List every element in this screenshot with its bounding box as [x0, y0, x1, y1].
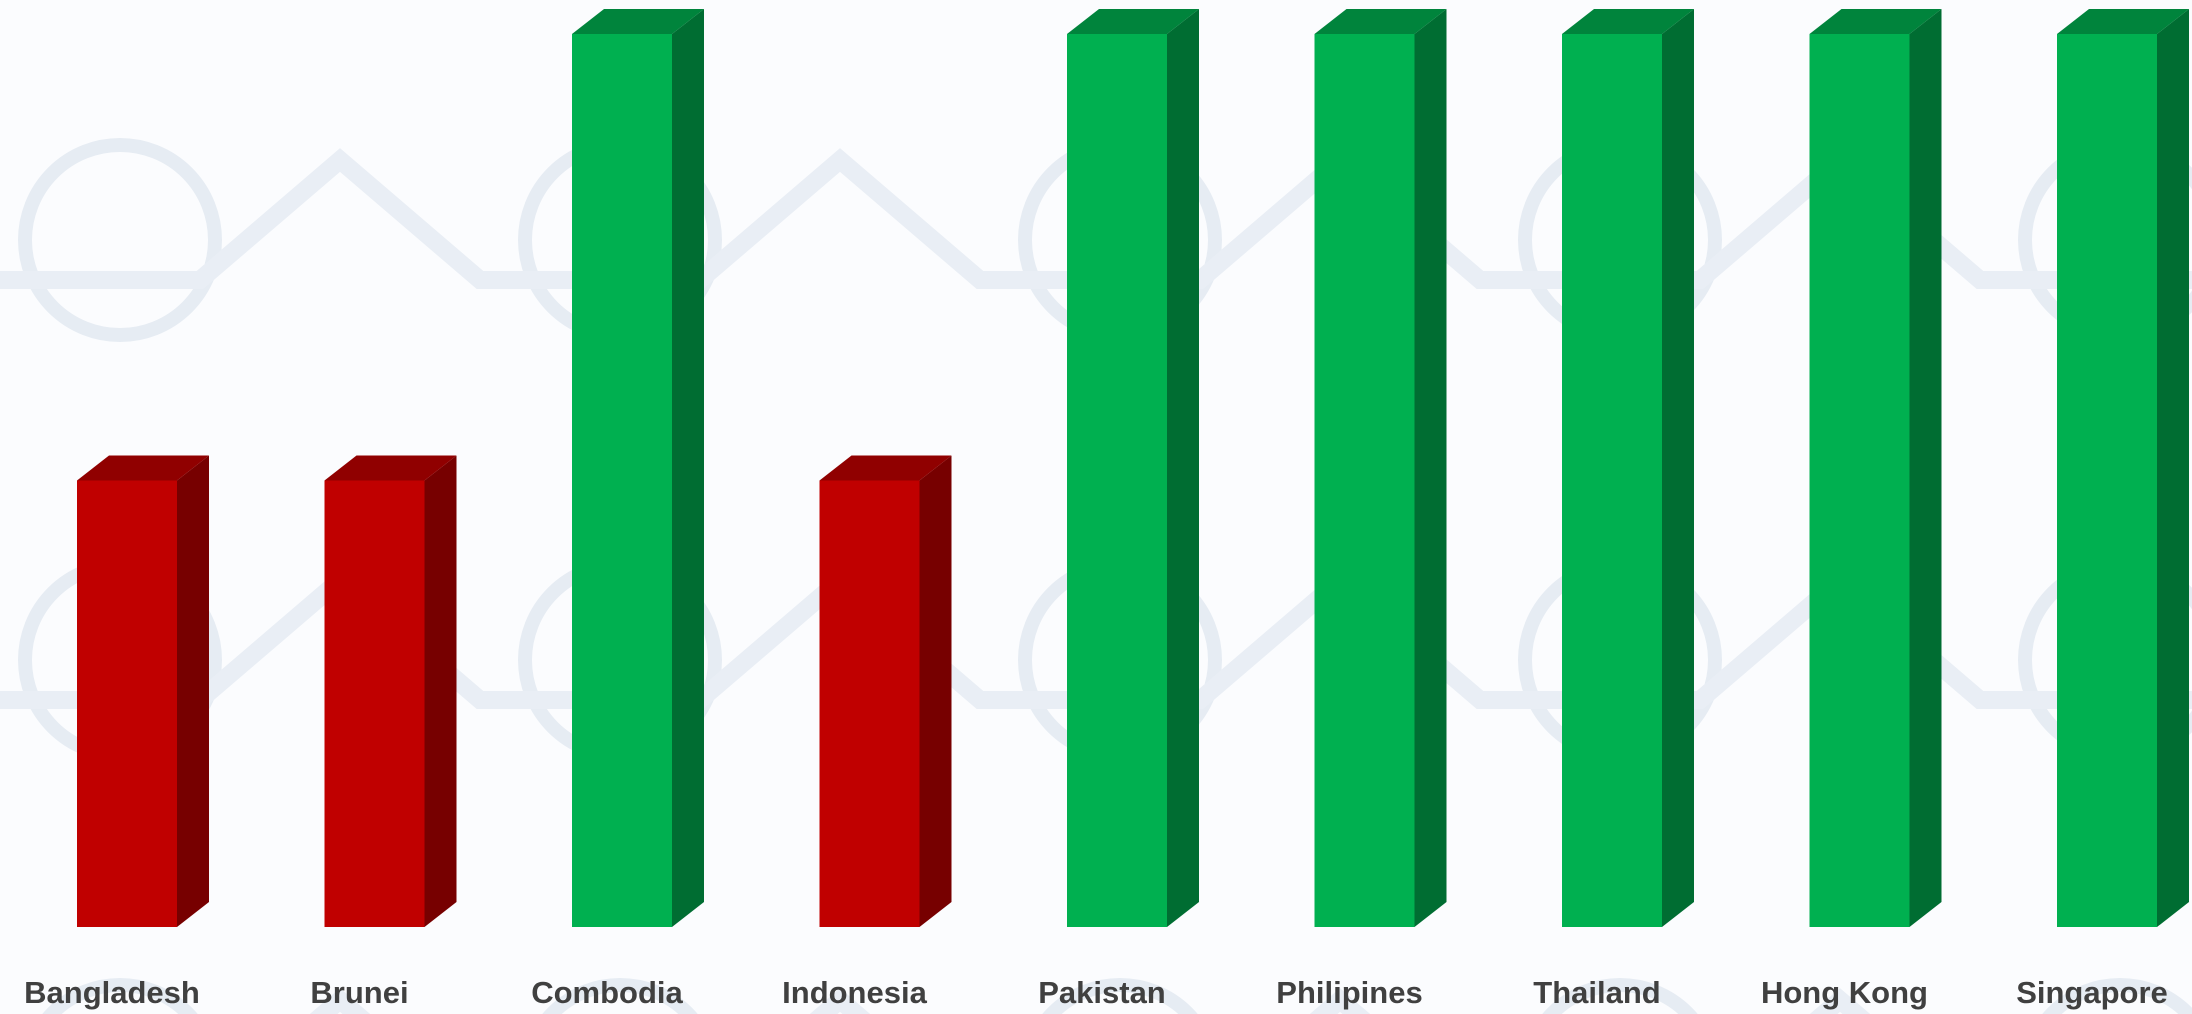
bar [2057, 34, 2157, 927]
bar [1314, 34, 1415, 927]
x-tick-label: Pakistan [1038, 975, 1166, 1010]
bar [819, 480, 920, 927]
x-tick-label: Combodia [531, 975, 683, 1010]
bar-side [672, 9, 704, 927]
bar-side [1414, 9, 1447, 927]
x-tick-label: Bangladesh [24, 975, 200, 1010]
bar-side [424, 455, 457, 927]
x-tick-label: Indonesia [782, 975, 927, 1010]
bar [1562, 34, 1662, 927]
bar-top [1314, 9, 1447, 34]
bar-top [324, 455, 457, 481]
bar [572, 34, 672, 927]
bar [1809, 34, 1910, 927]
bar-top [2057, 9, 2189, 34]
bar-side [1167, 9, 1199, 927]
bar-top [1067, 9, 1199, 34]
x-tick-label: Philipines [1276, 975, 1422, 1010]
bar-side [1662, 9, 1694, 927]
bar-side [919, 455, 952, 927]
x-tick-label: Thailand [1533, 975, 1660, 1010]
bar-top [1809, 9, 1942, 34]
bar-side [2157, 9, 2189, 927]
bar-side [177, 455, 209, 927]
bar [1067, 34, 1167, 927]
bar-top [1562, 9, 1694, 34]
x-tick-label: Hong Kong [1761, 975, 1928, 1010]
bar-top [77, 455, 209, 481]
bar-top [572, 9, 704, 34]
bar-side [1909, 9, 1942, 927]
bar [324, 480, 425, 927]
x-tick-label: Singapore [2016, 975, 2168, 1010]
bar-top [819, 455, 952, 481]
bar [77, 480, 177, 927]
x-tick-label: Brunei [310, 975, 408, 1010]
